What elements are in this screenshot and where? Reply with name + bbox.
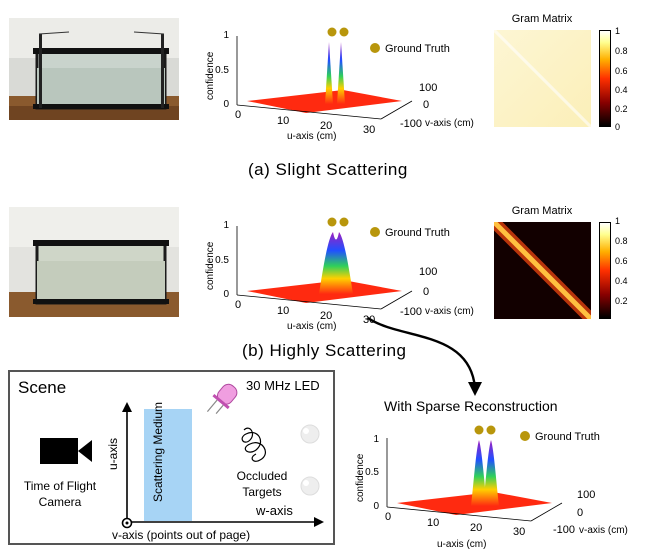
colorbar-tick: 0.6 — [615, 256, 628, 266]
u-tick: 20 — [470, 522, 482, 534]
z-tick: 0.5 — [215, 255, 229, 266]
colorbar-tick: 0.2 — [615, 104, 628, 114]
colorbar-tick: 1 — [615, 216, 621, 226]
ground-truth-marker — [339, 217, 349, 227]
colorbar — [599, 30, 611, 127]
z-tick: 0 — [223, 289, 229, 300]
confidence-peaks — [319, 232, 353, 294]
colorbar-tick: 0.6 — [615, 66, 628, 76]
colorbar — [599, 222, 611, 319]
scene-title: Scene — [18, 378, 67, 397]
z-tick: 1 — [223, 30, 229, 41]
v-axis-label: v-axis (cm) — [425, 306, 474, 317]
camera-label: Time of Flight Camera — [23, 479, 97, 509]
photo-tank-slight — [9, 18, 179, 120]
w-axis-label: w-axis — [256, 503, 293, 518]
z-tick: 1 — [373, 434, 379, 445]
target-sphere — [300, 424, 320, 444]
v-tick: 0 — [577, 507, 583, 519]
colorbar-tick: 0 — [615, 122, 621, 132]
gram-matrix-title: Gram Matrix — [511, 205, 573, 217]
caption-a: (a) Slight Scattering — [248, 160, 408, 179]
z-axis-label: confidence — [355, 453, 366, 502]
u-axis-label: u-axis — [106, 437, 120, 470]
led-label: 30 MHz LED — [246, 378, 320, 393]
z-tick: 0.5 — [215, 65, 229, 76]
z-tick: 0.5 — [365, 467, 379, 478]
colorbar-tick: 0.8 — [615, 46, 628, 56]
plot-highly-scattering: Ground Truth 0 0.5 1 confidence 0 10 20 … — [195, 208, 495, 338]
gram-matrix-highly — [489, 217, 596, 324]
v-tick: -100 — [400, 306, 422, 318]
z-axis-label: confidence — [205, 241, 216, 290]
u-axis-label: u-axis (cm) — [287, 321, 336, 332]
v-tick: 100 — [577, 489, 595, 501]
gram-matrix-title: Gram Matrix — [511, 13, 573, 25]
confidence-floor — [247, 90, 402, 113]
legend-marker — [370, 227, 380, 237]
u-tick: 10 — [427, 517, 439, 529]
confidence-peaks — [471, 440, 499, 506]
plot-reconstruction: Ground Truth 0 0.5 1 confidence 0 10 20 … — [345, 420, 655, 550]
ground-truth-marker — [327, 27, 337, 37]
led-icon — [206, 383, 238, 415]
legend-label: Ground Truth — [385, 43, 450, 55]
targets-label: Occluded Targets — [236, 469, 288, 499]
z-tick: 0 — [223, 99, 229, 110]
ground-truth-marker — [474, 425, 484, 435]
colorbar-tick: 1 — [615, 26, 621, 36]
ground-truth-marker — [327, 217, 337, 227]
photo-tank-highly — [9, 207, 179, 317]
v-tick: -100 — [553, 524, 575, 536]
v-axis-label: v-axis (cm) — [579, 525, 628, 536]
colorbar-tick: 0.4 — [615, 85, 628, 95]
v-tick: 100 — [419, 82, 437, 94]
scene-diagram: Scene 30 MHz LED u-axis Scattering Mediu… — [8, 370, 335, 545]
u-tick: 30 — [513, 526, 525, 538]
colorbar-tick: 0.4 — [615, 276, 628, 286]
plot-slight-scattering: Ground Truth 0 0.5 1 confidence 0 10 20 … — [195, 18, 495, 148]
z-axis-label: confidence — [205, 51, 216, 100]
v-axis-label: v-axis (points out of page) — [112, 528, 251, 542]
arrow-to-reconstruction — [367, 317, 482, 396]
legend-label: Ground Truth — [535, 431, 600, 443]
u-tick: 30 — [363, 124, 375, 136]
reconstruction-title: With Sparse Reconstruction — [384, 398, 558, 414]
z-tick: 1 — [223, 220, 229, 231]
camera-icon — [40, 438, 92, 464]
u-axis-label: u-axis (cm) — [287, 131, 336, 142]
ground-truth-marker — [486, 425, 496, 435]
medium-label: Scattering Medium — [151, 401, 165, 503]
gram-matrix-slight — [492, 28, 593, 129]
legend-label: Ground Truth — [385, 227, 450, 239]
u-tick: 20 — [320, 310, 332, 322]
u-tick: 0 — [235, 299, 241, 311]
u-tick: 20 — [320, 120, 332, 132]
v-tick: 0 — [423, 99, 429, 111]
v-tick: 100 — [419, 266, 437, 278]
u-tick: 0 — [235, 109, 241, 121]
scattered-light-icon — [241, 427, 266, 462]
colorbar-tick: 0.2 — [615, 296, 628, 306]
ground-truth-marker — [339, 27, 349, 37]
u-tick: 0 — [385, 511, 391, 523]
scattering-medium — [144, 409, 192, 521]
v-axis-label: v-axis (cm) — [425, 118, 474, 129]
u-tick: 10 — [277, 115, 289, 127]
u-axis-label: u-axis (cm) — [437, 539, 486, 550]
target-sphere — [300, 476, 320, 496]
legend-marker — [370, 43, 380, 53]
u-tick: 10 — [277, 305, 289, 317]
colorbar-tick: 0.8 — [615, 236, 628, 246]
z-tick: 0 — [373, 501, 379, 512]
legend-marker — [520, 431, 530, 441]
caption-b: (b) Highly Scattering — [242, 341, 407, 360]
confidence-peaks — [325, 42, 345, 104]
v-tick: 0 — [423, 286, 429, 298]
v-tick: -100 — [400, 118, 422, 130]
